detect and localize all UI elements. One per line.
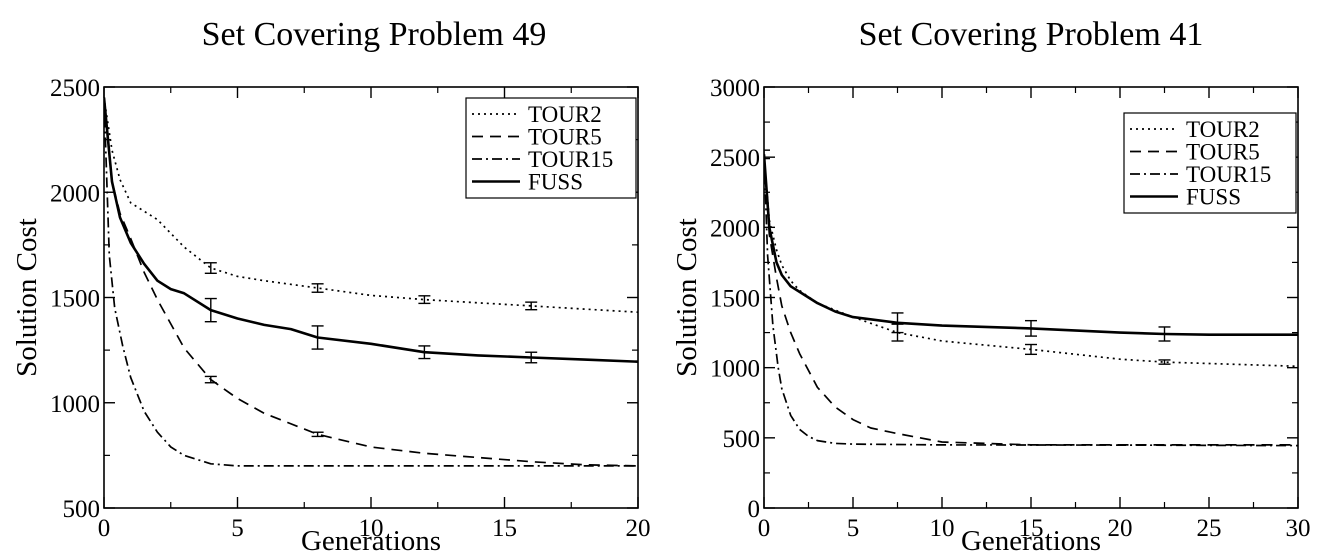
chart-title: Set Covering Problem 41: [859, 16, 1204, 53]
x-tick-label: 0: [758, 515, 771, 542]
error-bar-tour2: [418, 295, 431, 305]
error-bar-tour2: [1158, 359, 1171, 365]
series-line-tour5: [104, 97, 638, 467]
error-bar-tour5: [204, 375, 217, 384]
y-tick-label: 3000: [710, 75, 760, 102]
series-line-fuss: [104, 97, 638, 363]
error-bar-fuss: [1158, 326, 1171, 342]
y-tick-label: 1500: [50, 286, 100, 313]
x-tick-label: 5: [231, 515, 244, 542]
y-tick-label: 1000: [50, 391, 100, 418]
legend-label-tour2: TOUR2: [1186, 117, 1260, 142]
y-tick-label: 500: [63, 496, 101, 523]
legend-label-tour2: TOUR2: [528, 102, 602, 127]
y-tick-label: 2500: [50, 75, 100, 102]
error-bar-fuss: [204, 297, 217, 323]
error-bar-fuss: [891, 312, 904, 334]
x-tick-label: 10: [359, 515, 384, 542]
y-axis-label: Solution Cost: [11, 218, 43, 377]
chart-2: Set Covering Problem 41 0 5 10 15 20 25 30 0 500 1…: [671, 16, 1311, 553]
error-bar-tour2: [525, 301, 538, 311]
y-tick-label: 2000: [710, 215, 760, 242]
series-line-tour2: [104, 97, 638, 314]
legend-label-fuss: FUSS: [1186, 185, 1241, 210]
x-axis-label: Generations: [961, 525, 1101, 553]
legend-label-fuss: FUSS: [528, 170, 583, 195]
series-line-tour2: [764, 154, 1298, 368]
y-tick-label: 1000: [710, 356, 760, 383]
error-bar-fuss: [311, 325, 324, 350]
series-line-fuss: [764, 154, 1298, 337]
x-tick-label: 25: [1197, 515, 1222, 542]
error-bar-tour5: [311, 431, 324, 438]
error-bar-tour2: [204, 262, 217, 274]
y-tick-label: 2500: [710, 145, 760, 172]
error-bar-tour2: [1025, 343, 1037, 356]
legend-label-tour5: TOUR5: [1186, 140, 1260, 165]
y-tick-label: 2000: [50, 180, 100, 207]
error-bar-fuss: [418, 345, 431, 360]
x-tick-label: 0: [98, 515, 111, 542]
x-tick-label: 10: [930, 515, 955, 542]
x-tick-label: 20: [626, 515, 651, 542]
plot-area: [104, 97, 638, 467]
x-tick-label: 20: [1108, 515, 1133, 542]
x-axis-label: Generations: [301, 525, 441, 553]
x-tick-label: 15: [492, 515, 517, 542]
series-line-tour15: [764, 154, 1298, 447]
legend-label-tour15: TOUR15: [528, 147, 613, 172]
legend-label-tour5: TOUR5: [528, 125, 602, 150]
series-line-tour15: [104, 97, 638, 467]
x-tick-label: 5: [847, 515, 860, 542]
error-bar-fuss: [525, 351, 538, 364]
error-bar-fuss: [1025, 319, 1037, 337]
x-tick-label: 15: [1019, 515, 1044, 542]
y-tick-label: 1500: [710, 286, 760, 313]
error-bar-tour2: [311, 283, 324, 293]
y-tick-label: 0: [748, 496, 761, 523]
y-tick-label: 500: [723, 426, 761, 453]
y-axis-label: Solution Cost: [671, 218, 703, 377]
legend-label-tour15: TOUR15: [1186, 162, 1271, 187]
plot-area: [764, 149, 1298, 447]
error-bar-tour2: [764, 149, 770, 160]
series-line-tour5: [764, 154, 1298, 446]
chart-1: Set Covering Problem 49 0 5 10 15 20 500 1000 15…: [11, 16, 651, 553]
x-tick-label: 30: [1286, 515, 1311, 542]
chart-title: Set Covering Problem 49: [202, 16, 547, 53]
